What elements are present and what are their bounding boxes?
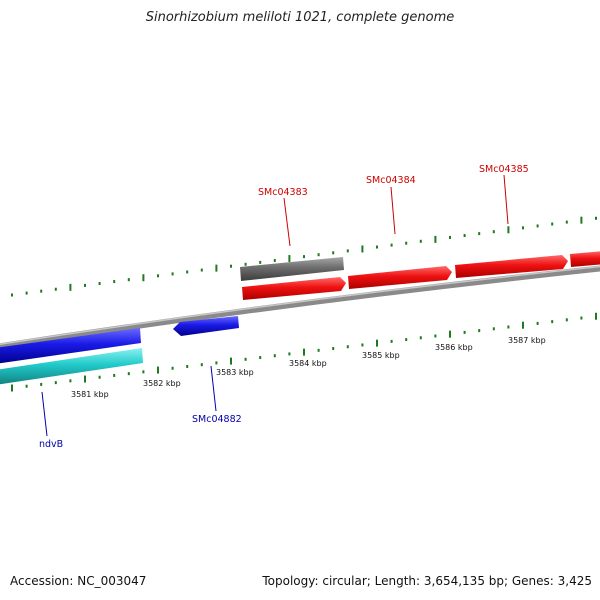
gene-forward-smc04385[interactable] xyxy=(455,255,568,278)
gene-reverse-ndvb-cyan[interactable] xyxy=(0,348,143,385)
gene-label-smc04383: SMc04383 xyxy=(258,187,308,198)
genome-backbone-highlight xyxy=(0,265,600,345)
footer-accession: Accession: NC_003047 xyxy=(10,574,147,588)
scale-label-3584: 3584 kbp xyxy=(289,359,327,368)
scale-label-3583: 3583 kbp xyxy=(216,368,254,377)
gene-forward-right[interactable] xyxy=(570,251,600,267)
scale-label-3585: 3585 kbp xyxy=(362,351,400,360)
gene-label-smc04385: SMc04385 xyxy=(479,164,529,175)
gene-label-ndvb: ndvB xyxy=(39,439,63,450)
leader-smc04383 xyxy=(283,197,291,247)
scale-label-3587: 3587 kbp xyxy=(508,336,546,345)
gene-label-smc04384: SMc04384 xyxy=(366,175,416,186)
scale-label-3586: 3586 kbp xyxy=(435,343,473,352)
gene-forward-smc04384[interactable] xyxy=(348,266,452,289)
lower-tick-row xyxy=(11,312,597,392)
leader-smc04384 xyxy=(390,186,396,235)
gene-gray[interactable] xyxy=(240,257,344,281)
genome-backbone xyxy=(0,265,600,350)
map-title: Sinorhizobium meliloti 1021, complete ge… xyxy=(145,10,455,25)
gene-label-smc04882: SMc04882 xyxy=(192,414,242,425)
scale-label-3581: 3581 kbp xyxy=(71,390,109,399)
leader-smc04385 xyxy=(503,174,509,225)
gene-reverse-ndvb-upper[interactable] xyxy=(0,328,141,364)
leader-ndvb xyxy=(41,391,48,437)
scale-label-3582: 3582 kbp xyxy=(143,379,181,388)
footer-stats: Topology: circular; Length: 3,654,135 bp… xyxy=(262,574,592,588)
gene-reverse-smc04882[interactable] xyxy=(173,316,239,336)
gene-forward-1[interactable] xyxy=(242,277,346,300)
upper-tick-row xyxy=(11,216,597,297)
leader-smc04882 xyxy=(210,365,217,412)
